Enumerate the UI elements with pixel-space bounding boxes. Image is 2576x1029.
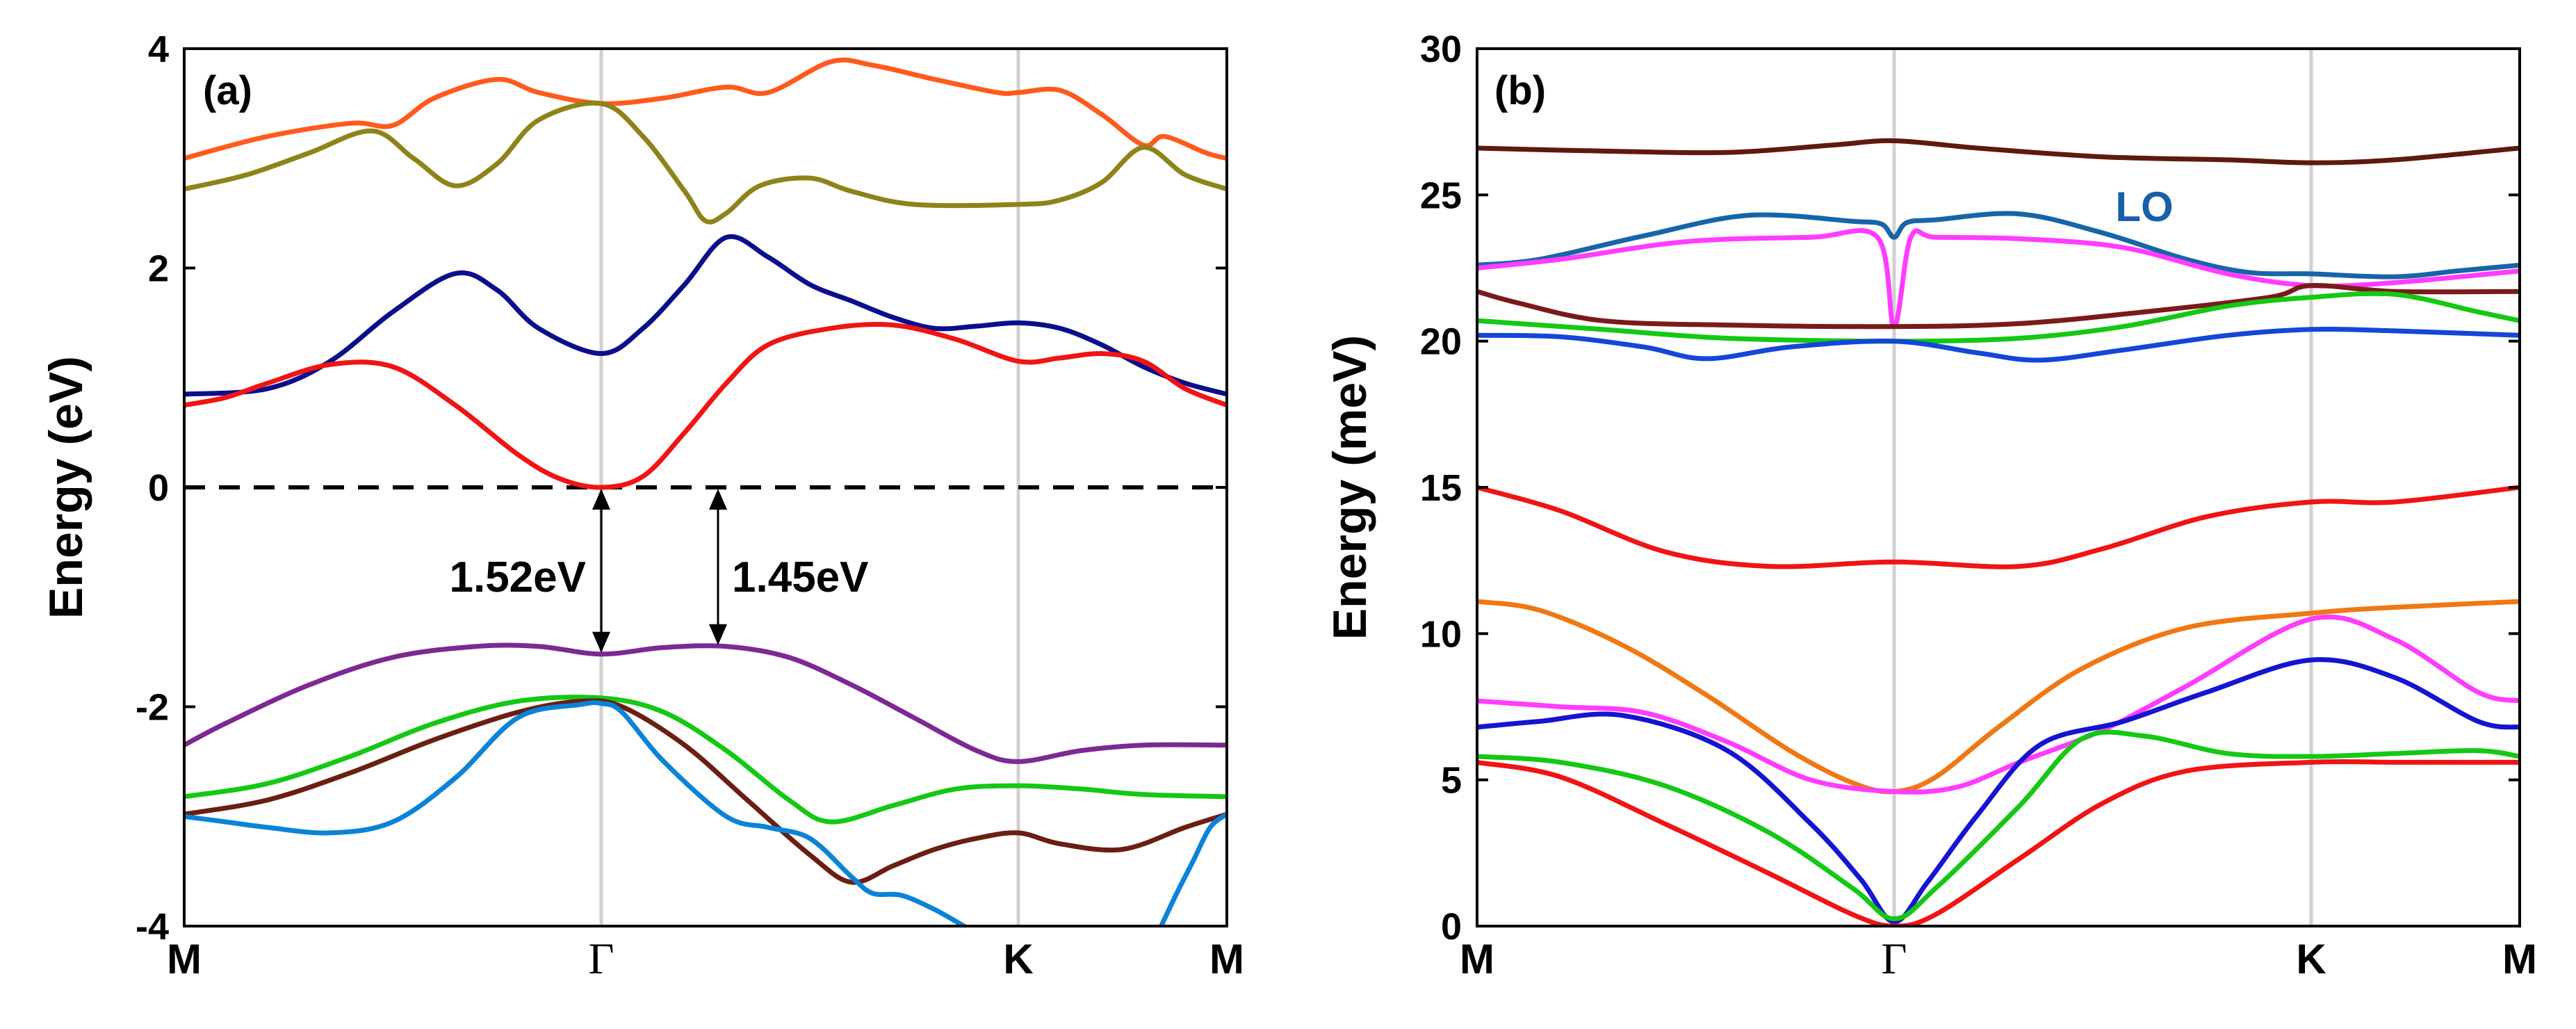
gap-arrow-head-bottom	[709, 624, 727, 645]
y-tick-label: 15	[1420, 467, 1462, 509]
y-tick-label: 30	[1420, 29, 1462, 70]
y-tick-label: 2	[148, 248, 169, 290]
lo-mode-label: LO	[2115, 184, 2173, 230]
series-band-green	[184, 695, 1227, 825]
series-mode-blue-low	[1477, 657, 2520, 925]
series-mode-orange	[1477, 599, 2520, 795]
series-group	[184, 57, 1227, 926]
series-band-brown	[184, 698, 1227, 885]
y-tick-label: 0	[1441, 906, 1462, 948]
x-tick-label-M: M	[1209, 936, 1244, 982]
series-band-red	[184, 321, 1227, 490]
series-band-purple	[184, 642, 1227, 764]
series-mode-green-low	[1477, 729, 2520, 921]
gap-arrow-head-top	[709, 489, 727, 510]
y-tick-label: 0	[148, 467, 169, 509]
panel-a-electronic-bands: -4 -2 0 2 4 M Γ K M Energy (eV) (a) 1.52eV 1.45eV	[40, 29, 1244, 983]
y-axis-label: Energy (meV)	[1323, 335, 1376, 640]
x-tick-label-gamma: Γ	[1882, 934, 1907, 983]
y-tick-label: 25	[1420, 175, 1462, 216]
series-group	[1477, 138, 2520, 926]
series-band-blue-2	[1158, 811, 1227, 926]
series-band-orange	[184, 57, 1227, 161]
x-tick-label-M: M	[2502, 936, 2537, 982]
y-tick-label: 5	[1441, 760, 1462, 802]
x-tick-label-M: M	[167, 936, 202, 982]
y-tick-label: 20	[1420, 321, 1462, 363]
panel-tag: (a)	[203, 68, 252, 113]
series-mode-magenta-low	[1477, 614, 2520, 795]
series-mode-darkbrown	[1477, 138, 2520, 165]
panel-b-phonon-dispersion: 0 5 10 15 20 25 30 M Γ K M Energy (meV) (b) LO	[1323, 29, 2537, 983]
series-mode-LO	[1477, 211, 2520, 279]
x-tick-label-gamma: Γ	[589, 934, 614, 983]
gap-label: 1.52eV	[449, 553, 586, 601]
x-tick-label-K: K	[2296, 936, 2326, 982]
series-mode-green-high	[1477, 291, 2520, 344]
x-tick-label-M: M	[1460, 936, 1494, 982]
y-tick-label: -2	[136, 687, 169, 729]
series-mode-red-mid	[1477, 485, 2520, 569]
gap-arrow-head-top	[592, 489, 610, 510]
series-mode-red-low	[1477, 759, 2520, 926]
x-tick-label-K: K	[1003, 936, 1033, 982]
y-tick-label: 10	[1420, 613, 1462, 655]
series-band-olive	[184, 100, 1227, 225]
panel-tag: (b)	[1494, 68, 1546, 113]
plot-frame	[1476, 47, 2521, 927]
gap-arrow-head-bottom	[592, 631, 610, 653]
gap-label: 1.45eV	[732, 553, 869, 601]
y-tick-label: -4	[136, 906, 169, 948]
series-mode-blue-high	[1477, 327, 2520, 363]
series-mode-brown-high	[1477, 283, 2520, 330]
series-band-blue	[184, 700, 970, 926]
series-band-navy	[184, 234, 1227, 397]
y-tick-label: 4	[148, 29, 169, 70]
y-axis-label: Energy (eV)	[40, 356, 92, 619]
